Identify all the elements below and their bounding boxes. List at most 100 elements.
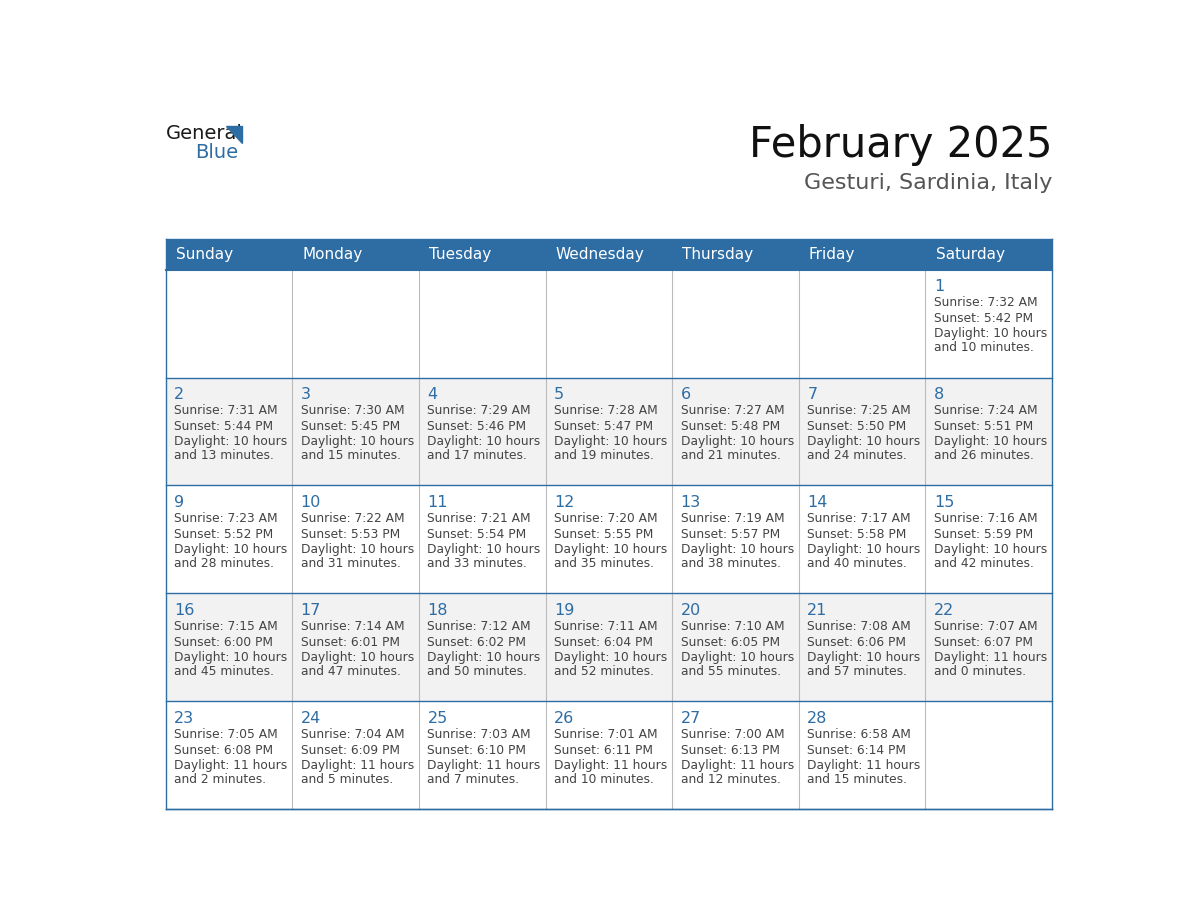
Text: Sunrise: 7:32 AM: Sunrise: 7:32 AM — [934, 297, 1037, 309]
Text: 21: 21 — [808, 602, 828, 618]
Text: Sunset: 5:52 PM: Sunset: 5:52 PM — [175, 528, 273, 541]
Text: Sunset: 5:53 PM: Sunset: 5:53 PM — [301, 528, 400, 541]
Text: and 13 minutes.: and 13 minutes. — [175, 449, 274, 462]
Text: Sunrise: 7:15 AM: Sunrise: 7:15 AM — [175, 621, 278, 633]
Text: Sunset: 6:01 PM: Sunset: 6:01 PM — [301, 636, 399, 649]
Text: Sunset: 5:46 PM: Sunset: 5:46 PM — [428, 420, 526, 433]
Text: Blue: Blue — [195, 142, 238, 162]
Text: Sunrise: 7:23 AM: Sunrise: 7:23 AM — [175, 512, 278, 525]
Text: Daylight: 11 hours: Daylight: 11 hours — [681, 759, 794, 772]
Text: 19: 19 — [554, 602, 575, 618]
Text: Daylight: 10 hours: Daylight: 10 hours — [934, 543, 1048, 556]
Bar — [165, 486, 1053, 593]
Text: 1: 1 — [934, 279, 944, 294]
Text: Friday: Friday — [809, 247, 855, 262]
Text: Sunrise: 7:17 AM: Sunrise: 7:17 AM — [808, 512, 911, 525]
Text: Sunrise: 7:25 AM: Sunrise: 7:25 AM — [808, 405, 911, 418]
Bar — [165, 270, 1053, 377]
Text: 2: 2 — [175, 386, 184, 402]
Text: Sunset: 6:10 PM: Sunset: 6:10 PM — [428, 744, 526, 756]
Text: Sunset: 6:04 PM: Sunset: 6:04 PM — [554, 636, 653, 649]
Text: Thursday: Thursday — [682, 247, 753, 262]
Text: Sunrise: 7:16 AM: Sunrise: 7:16 AM — [934, 512, 1037, 525]
Text: and 10 minutes.: and 10 minutes. — [554, 773, 653, 786]
Text: Sunrise: 7:30 AM: Sunrise: 7:30 AM — [301, 405, 404, 418]
Text: 6: 6 — [681, 386, 691, 402]
Text: and 28 minutes.: and 28 minutes. — [175, 557, 274, 570]
Text: 10: 10 — [301, 495, 321, 509]
Text: Sunset: 6:06 PM: Sunset: 6:06 PM — [808, 636, 906, 649]
Text: Daylight: 11 hours: Daylight: 11 hours — [554, 759, 668, 772]
Text: Sunset: 6:14 PM: Sunset: 6:14 PM — [808, 744, 906, 756]
Text: Sunrise: 7:01 AM: Sunrise: 7:01 AM — [554, 728, 658, 742]
Text: and 19 minutes.: and 19 minutes. — [554, 449, 653, 462]
Text: February 2025: February 2025 — [748, 124, 1053, 166]
Text: 27: 27 — [681, 711, 701, 725]
Text: Tuesday: Tuesday — [429, 247, 491, 262]
Text: Saturday: Saturday — [936, 247, 1005, 262]
Text: Daylight: 11 hours: Daylight: 11 hours — [301, 759, 413, 772]
Text: Sunset: 5:47 PM: Sunset: 5:47 PM — [554, 420, 653, 433]
Text: and 52 minutes.: and 52 minutes. — [554, 665, 655, 678]
Text: and 2 minutes.: and 2 minutes. — [175, 773, 266, 786]
Text: and 0 minutes.: and 0 minutes. — [934, 665, 1026, 678]
Text: Daylight: 10 hours: Daylight: 10 hours — [428, 651, 541, 664]
Text: Monday: Monday — [302, 247, 362, 262]
Text: and 42 minutes.: and 42 minutes. — [934, 557, 1034, 570]
Text: and 38 minutes.: and 38 minutes. — [681, 557, 781, 570]
Text: Sunset: 5:42 PM: Sunset: 5:42 PM — [934, 312, 1034, 325]
Polygon shape — [226, 127, 241, 143]
Text: Sunrise: 7:05 AM: Sunrise: 7:05 AM — [175, 728, 278, 742]
Text: Daylight: 10 hours: Daylight: 10 hours — [681, 543, 794, 556]
Text: Sunset: 5:59 PM: Sunset: 5:59 PM — [934, 528, 1034, 541]
Text: Daylight: 10 hours: Daylight: 10 hours — [554, 543, 668, 556]
Text: Sunrise: 7:31 AM: Sunrise: 7:31 AM — [175, 405, 278, 418]
Text: 8: 8 — [934, 386, 944, 402]
Text: Gesturi, Sardinia, Italy: Gesturi, Sardinia, Italy — [804, 174, 1053, 194]
Text: Daylight: 11 hours: Daylight: 11 hours — [934, 651, 1048, 664]
Text: Sunset: 5:48 PM: Sunset: 5:48 PM — [681, 420, 781, 433]
Text: Sunset: 6:13 PM: Sunset: 6:13 PM — [681, 744, 779, 756]
Bar — [165, 377, 1053, 486]
Text: and 50 minutes.: and 50 minutes. — [428, 665, 527, 678]
Text: Daylight: 10 hours: Daylight: 10 hours — [681, 435, 794, 448]
Text: Sunset: 5:57 PM: Sunset: 5:57 PM — [681, 528, 781, 541]
Text: Sunset: 6:02 PM: Sunset: 6:02 PM — [428, 636, 526, 649]
Text: Sunrise: 7:24 AM: Sunrise: 7:24 AM — [934, 405, 1037, 418]
Text: Daylight: 10 hours: Daylight: 10 hours — [301, 543, 413, 556]
Bar — [165, 701, 1053, 810]
Text: General: General — [165, 124, 242, 143]
Text: Sunrise: 7:00 AM: Sunrise: 7:00 AM — [681, 728, 784, 742]
Text: Sunset: 5:51 PM: Sunset: 5:51 PM — [934, 420, 1034, 433]
Text: Daylight: 10 hours: Daylight: 10 hours — [301, 435, 413, 448]
Text: and 15 minutes.: and 15 minutes. — [808, 773, 908, 786]
Text: 22: 22 — [934, 602, 954, 618]
Text: Daylight: 11 hours: Daylight: 11 hours — [428, 759, 541, 772]
Text: and 31 minutes.: and 31 minutes. — [301, 557, 400, 570]
Text: Daylight: 10 hours: Daylight: 10 hours — [428, 435, 541, 448]
Text: Daylight: 10 hours: Daylight: 10 hours — [934, 435, 1048, 448]
Text: Sunrise: 7:20 AM: Sunrise: 7:20 AM — [554, 512, 658, 525]
Text: Sunrise: 7:10 AM: Sunrise: 7:10 AM — [681, 621, 784, 633]
Text: 18: 18 — [428, 602, 448, 618]
Text: Sunset: 5:54 PM: Sunset: 5:54 PM — [428, 528, 526, 541]
Text: 13: 13 — [681, 495, 701, 509]
Text: Daylight: 10 hours: Daylight: 10 hours — [808, 435, 921, 448]
Text: Sunday: Sunday — [176, 247, 233, 262]
Text: Sunset: 6:05 PM: Sunset: 6:05 PM — [681, 636, 779, 649]
Text: Wednesday: Wednesday — [556, 247, 644, 262]
Text: Sunrise: 7:08 AM: Sunrise: 7:08 AM — [808, 621, 911, 633]
Text: Sunset: 6:11 PM: Sunset: 6:11 PM — [554, 744, 653, 756]
Text: Sunrise: 7:11 AM: Sunrise: 7:11 AM — [554, 621, 658, 633]
Text: Daylight: 10 hours: Daylight: 10 hours — [808, 543, 921, 556]
Text: 16: 16 — [175, 602, 195, 618]
Text: and 35 minutes.: and 35 minutes. — [554, 557, 655, 570]
Text: Daylight: 10 hours: Daylight: 10 hours — [681, 651, 794, 664]
Text: and 40 minutes.: and 40 minutes. — [808, 557, 908, 570]
Text: and 17 minutes.: and 17 minutes. — [428, 449, 527, 462]
Text: Daylight: 10 hours: Daylight: 10 hours — [554, 435, 668, 448]
Text: Daylight: 10 hours: Daylight: 10 hours — [554, 651, 668, 664]
Text: 23: 23 — [175, 711, 194, 725]
Text: and 24 minutes.: and 24 minutes. — [808, 449, 908, 462]
Text: and 12 minutes.: and 12 minutes. — [681, 773, 781, 786]
